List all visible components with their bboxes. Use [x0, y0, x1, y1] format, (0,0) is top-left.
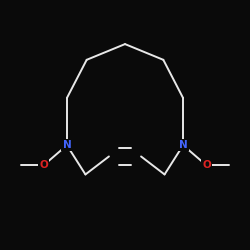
Text: O: O: [202, 160, 211, 170]
Text: O: O: [39, 160, 48, 170]
Text: N: N: [62, 140, 71, 150]
Text: N: N: [179, 140, 188, 150]
